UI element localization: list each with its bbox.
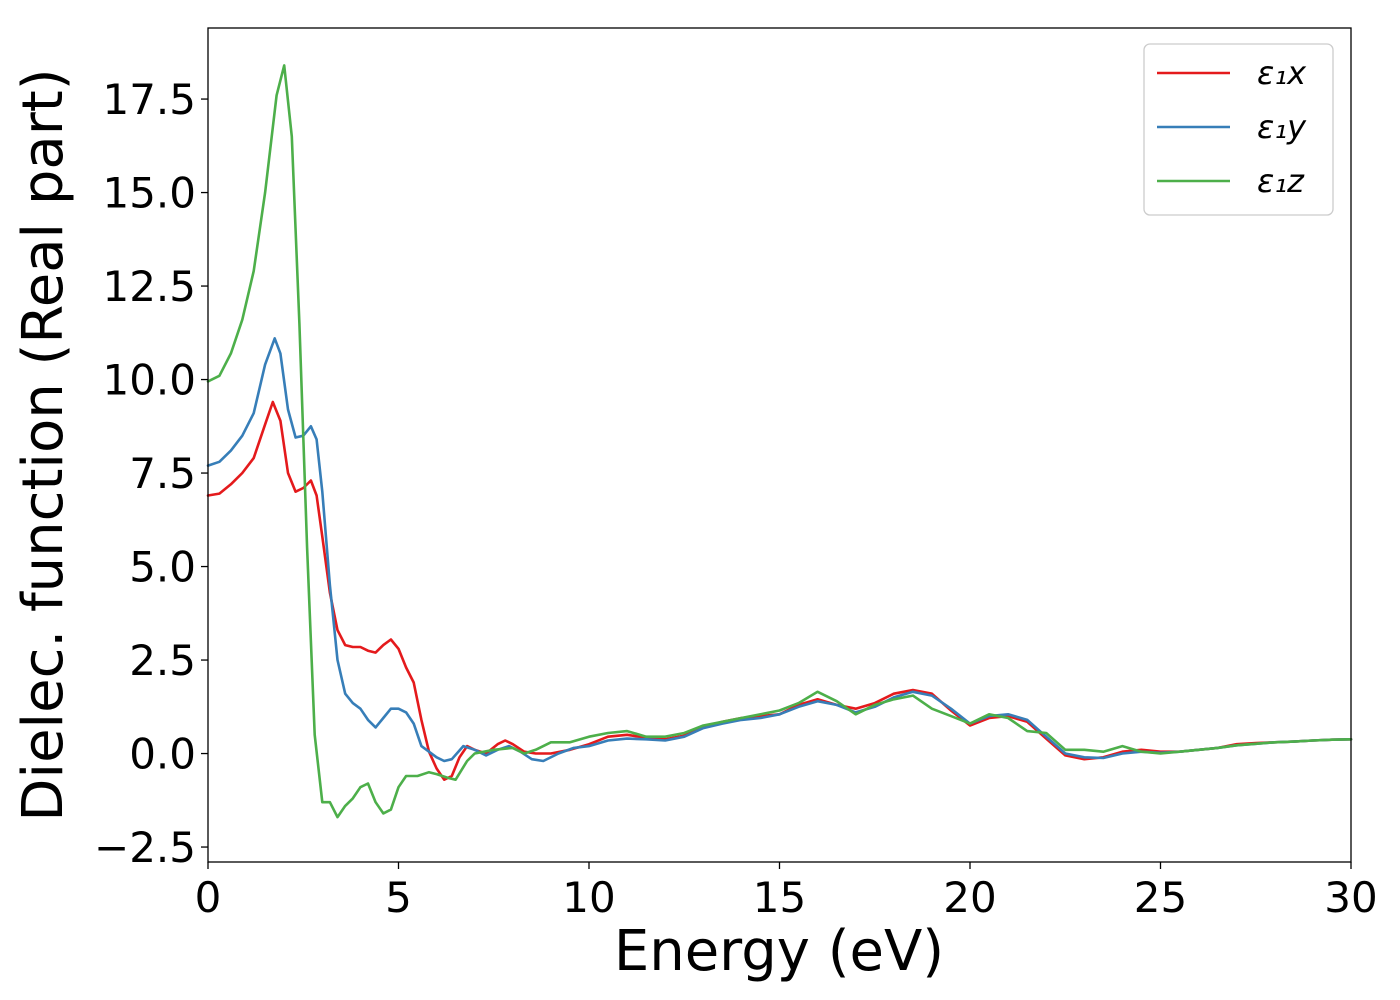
series-line-2 — [206, 64, 1353, 819]
series-line-1 — [206, 337, 1353, 763]
x-tick-label: 5 — [385, 873, 412, 922]
y-tick-label: 0.0 — [129, 730, 196, 779]
y-tick-label: 15.0 — [102, 169, 196, 218]
legend-label-2: ε₁z — [1257, 162, 1305, 200]
x-tick-label: 15 — [753, 873, 806, 922]
legend-label-0: ε₁x — [1257, 54, 1307, 92]
x-tick-label: 0 — [195, 873, 222, 922]
x-tick-label: 25 — [1134, 873, 1187, 922]
series-layer — [206, 64, 1353, 819]
x-tick-label: 20 — [943, 873, 996, 922]
y-tick-label: 5.0 — [129, 543, 196, 592]
legend: ε₁x ε₁y ε₁z — [1143, 43, 1334, 216]
y-tick-label: 2.5 — [129, 636, 196, 685]
x-axis: 0 5 10 15 20 25 30 — [195, 862, 1378, 922]
x-axis-label: Energy (eV) — [614, 919, 944, 984]
y-axis: −2.5 0.0 2.5 5.0 7.5 10.0 12.5 15.0 17.5 — [94, 75, 208, 872]
y-axis-label: Dielec. function (Real part) — [11, 68, 76, 821]
y-tick-label: 12.5 — [102, 262, 196, 311]
legend-label-1: ε₁y — [1257, 108, 1307, 146]
y-tick-label: −2.5 — [94, 823, 196, 872]
y-tick-label: 17.5 — [102, 75, 196, 124]
y-tick-label: 10.0 — [102, 356, 196, 405]
x-tick-label: 10 — [562, 873, 615, 922]
y-tick-label: 7.5 — [129, 449, 196, 498]
legend-box — [1143, 43, 1334, 216]
x-tick-label: 30 — [1324, 873, 1377, 922]
